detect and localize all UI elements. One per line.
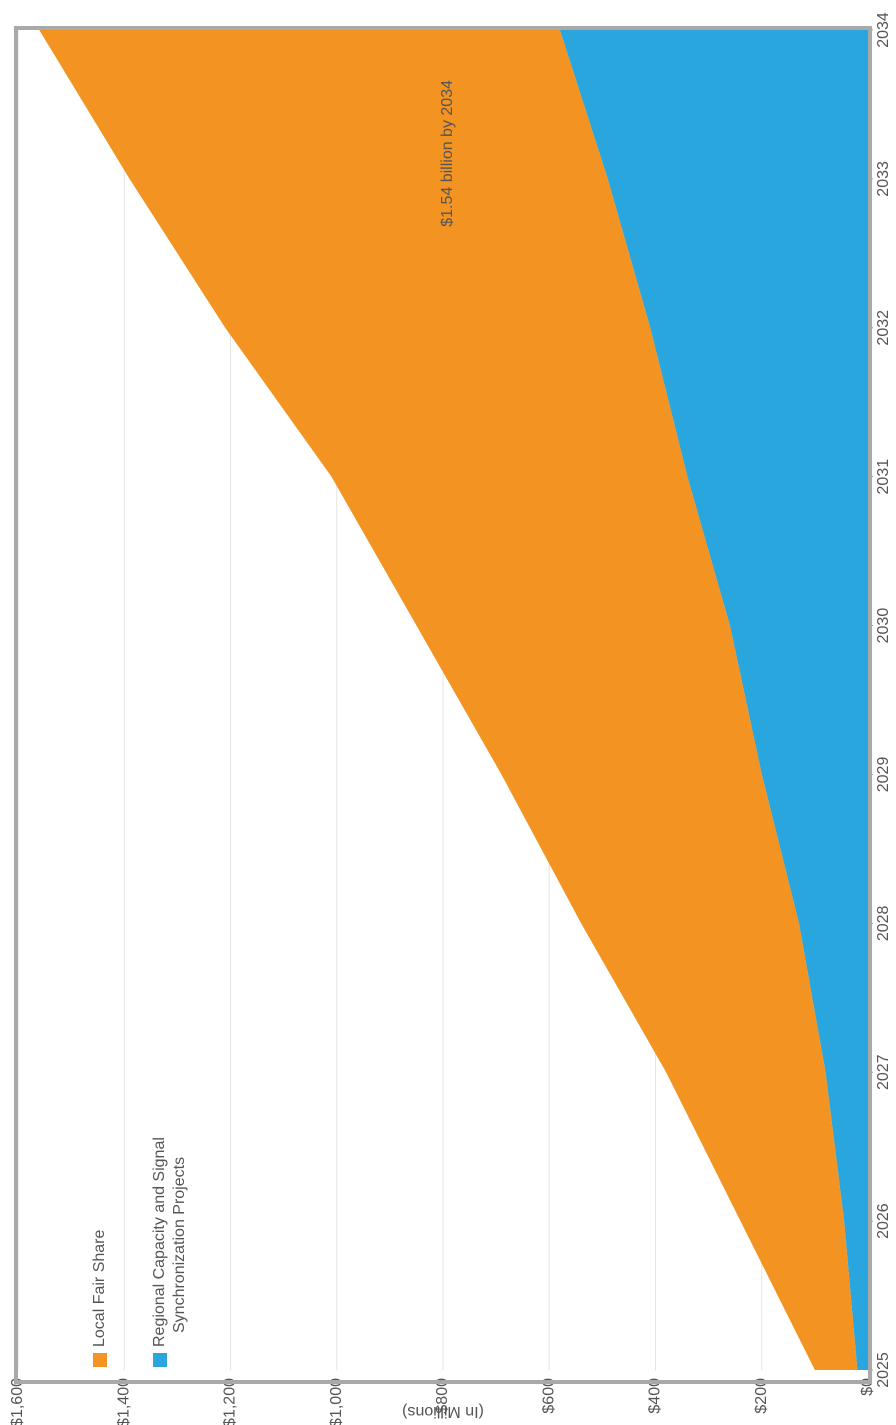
legend-label: Local Fair Share	[91, 1230, 108, 1347]
x-tick-label: 2026	[875, 1203, 892, 1239]
legend-swatch	[153, 1353, 167, 1367]
rotated-chart: $0$200$400$600$800$1,000$1,200$1,400$1,6…	[9, 12, 892, 1425]
y-tick-label: $200	[753, 1378, 770, 1414]
y-tick-label: $1,200	[222, 1378, 239, 1425]
y-axis-title: (In Millions)	[402, 1403, 484, 1420]
y-tick-label: $1,000	[328, 1378, 345, 1425]
area	[39, 30, 858, 1370]
x-tick-label: 2025	[875, 1352, 892, 1388]
y-tick-label: $800	[434, 1378, 451, 1414]
legend-swatch	[93, 1353, 107, 1367]
x-tick-label: 2034	[875, 12, 892, 48]
x-tick-label: 2032	[875, 310, 892, 346]
y-tick-label: $1,600	[9, 1378, 26, 1425]
annotation: $1.54 billion by 2034	[439, 80, 456, 227]
x-tick-label: 2030	[875, 608, 892, 644]
x-tick-label: 2031	[875, 459, 892, 495]
legend-label: Regional Capacity and Signal Synchronizat…	[151, 1137, 188, 1347]
x-tick-label: 2028	[875, 905, 892, 941]
y-tick-label: $1,400	[115, 1378, 132, 1425]
y-tick-label: $600	[540, 1378, 557, 1414]
x-tick-label: 2033	[875, 161, 892, 197]
y-tick-label: $400	[647, 1378, 664, 1414]
x-tick-label: 2027	[875, 1054, 892, 1090]
x-tick-label: 2029	[875, 757, 892, 793]
plot-border	[14, 26, 872, 1384]
area	[559, 30, 868, 1370]
